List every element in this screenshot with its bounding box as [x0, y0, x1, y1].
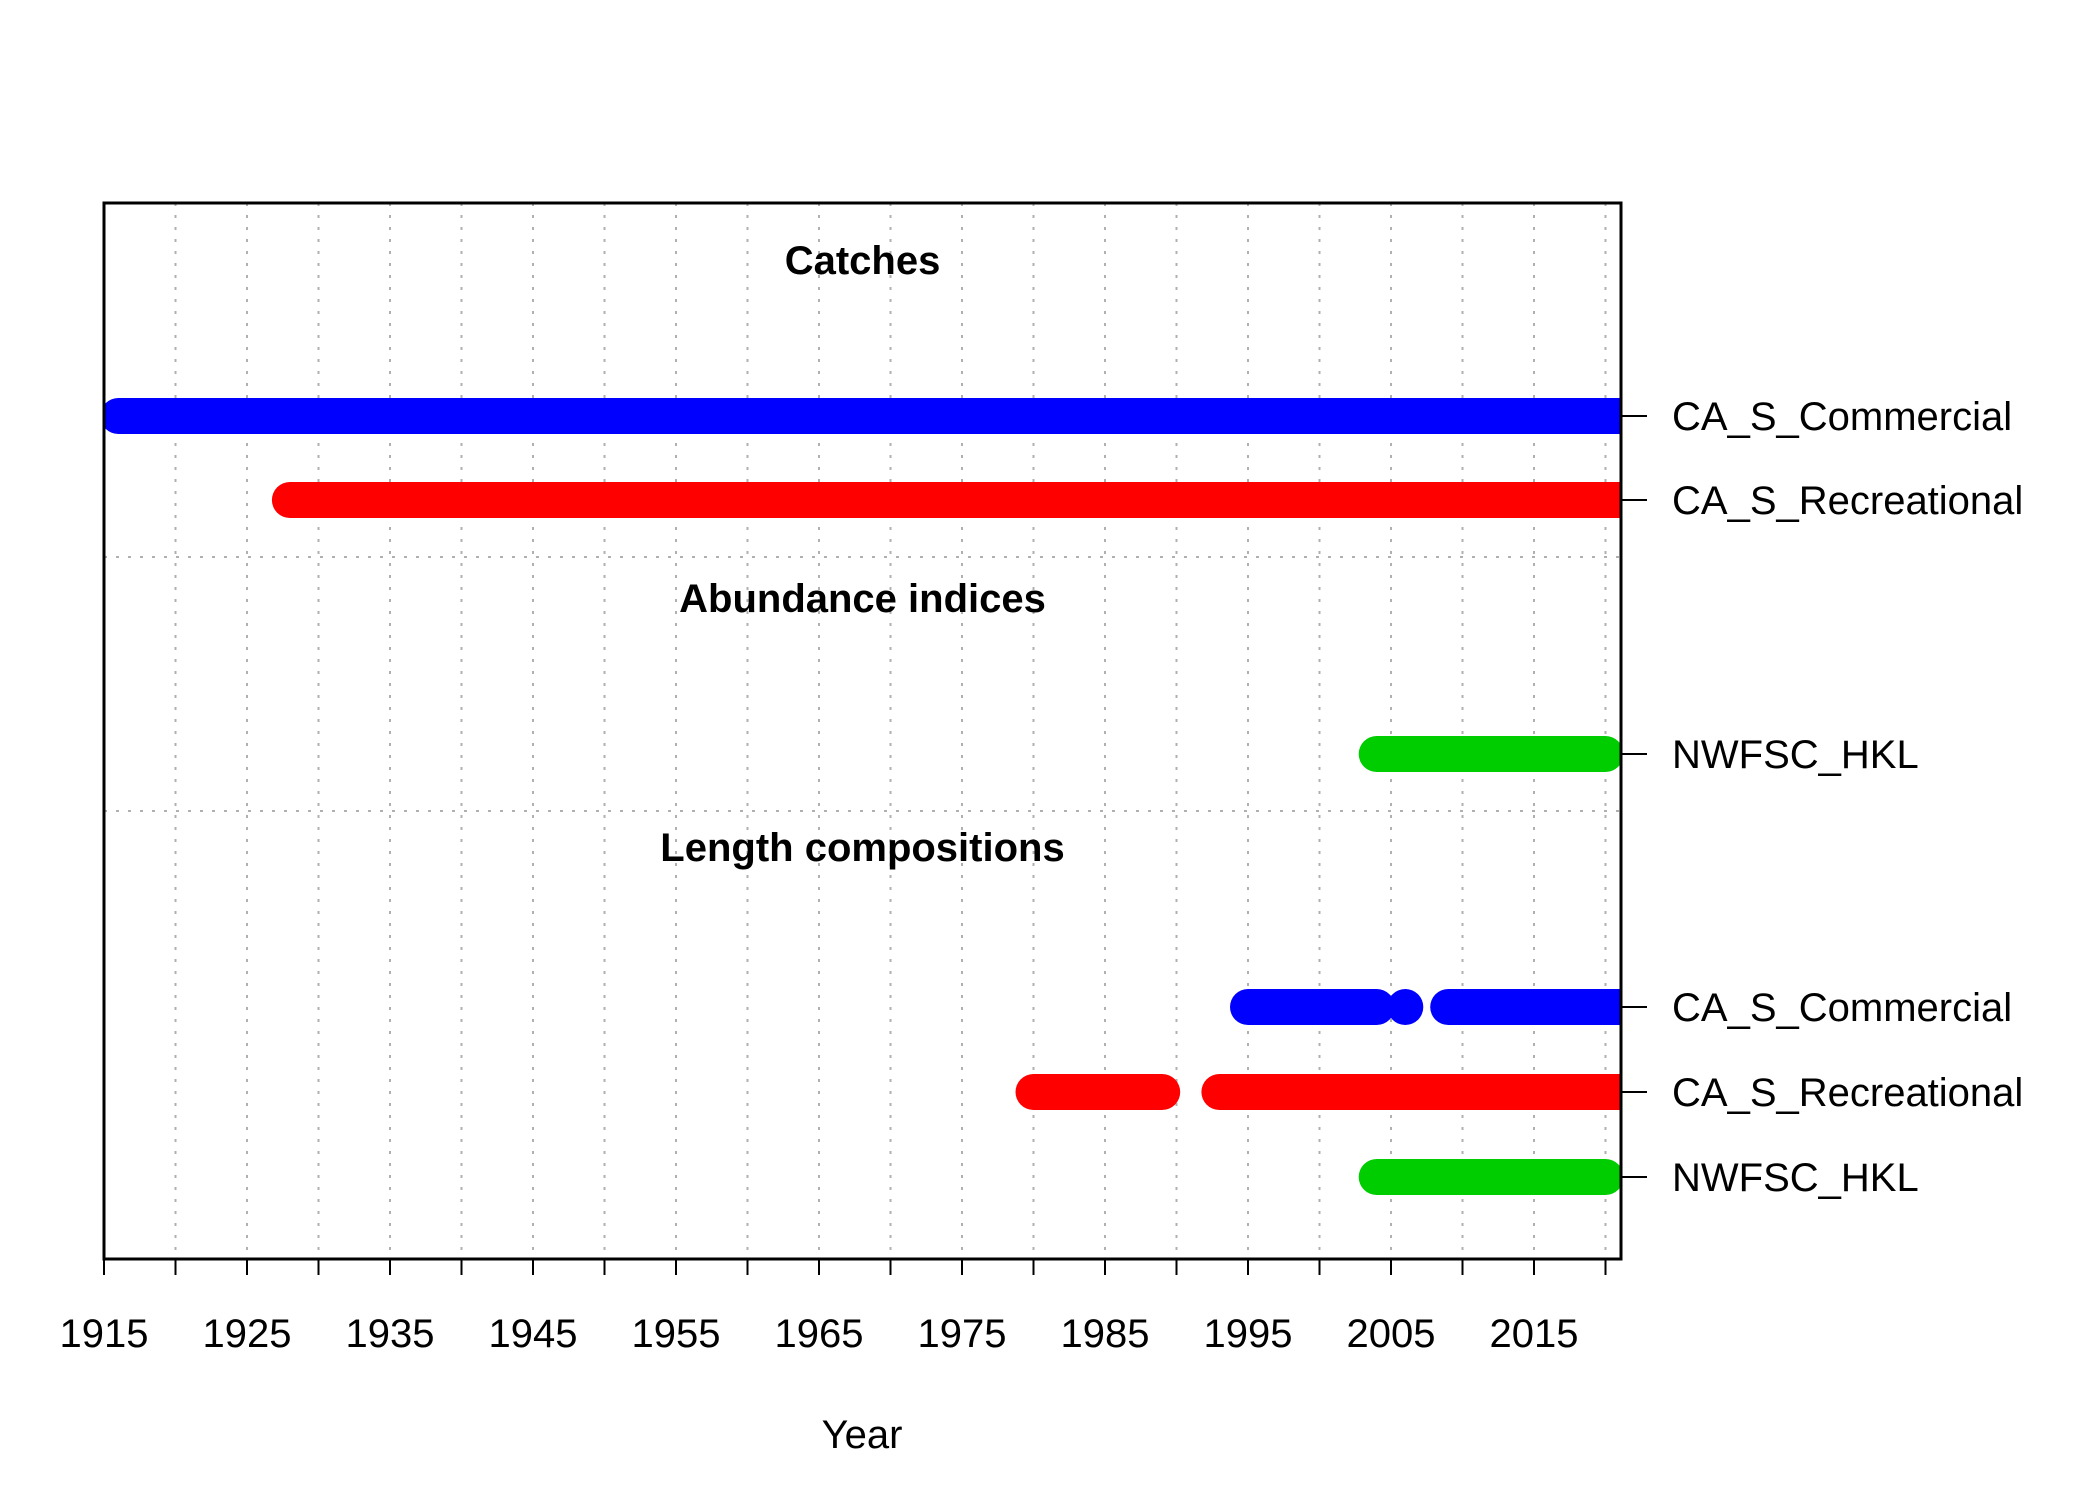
x-tick-label: 1935: [346, 1312, 435, 1356]
row-label: CA_S_Recreational: [1672, 479, 2023, 523]
x-tick-label: 1945: [489, 1312, 578, 1356]
x-axis: 1915 1925 1935 1945 1955 1965 1975 1985 1995 2005…: [60, 1258, 1607, 1356]
section-title: Catches: [785, 239, 941, 283]
x-tick-label: 1955: [632, 1312, 721, 1356]
section-layer: Catches Abundance indices Length compositi…: [660, 239, 1064, 870]
x-tick-label: 1985: [1061, 1312, 1150, 1356]
row-label: NWFSC_HKL: [1672, 733, 1919, 777]
section-title: Abundance indices: [679, 577, 1046, 621]
row-label: CA_S_Commercial: [1672, 395, 2012, 439]
row-label: NWFSC_HKL: [1672, 1156, 1919, 1200]
x-tick-label: 2005: [1347, 1312, 1436, 1356]
row-label: CA_S_Commercial: [1672, 986, 2012, 1030]
x-tick-label: 1975: [918, 1312, 1007, 1356]
grid-layer: [104, 203, 1621, 1259]
x-tick-label: 1965: [775, 1312, 864, 1356]
x-tick-label: 1915: [60, 1312, 149, 1356]
row-labels: CA_S_Commercial CA_S_Recreational NWFSC_HK…: [1621, 395, 2023, 1200]
bar-layer: [104, 398, 1621, 1195]
x-axis-title: Year: [822, 1413, 903, 1457]
x-tick-label: 2015: [1490, 1312, 1579, 1356]
section-title: Length compositions: [660, 826, 1064, 870]
x-tick-label: 1995: [1204, 1312, 1293, 1356]
row-label: CA_S_Recreational: [1672, 1071, 2023, 1115]
x-tick-label: 1925: [203, 1312, 292, 1356]
